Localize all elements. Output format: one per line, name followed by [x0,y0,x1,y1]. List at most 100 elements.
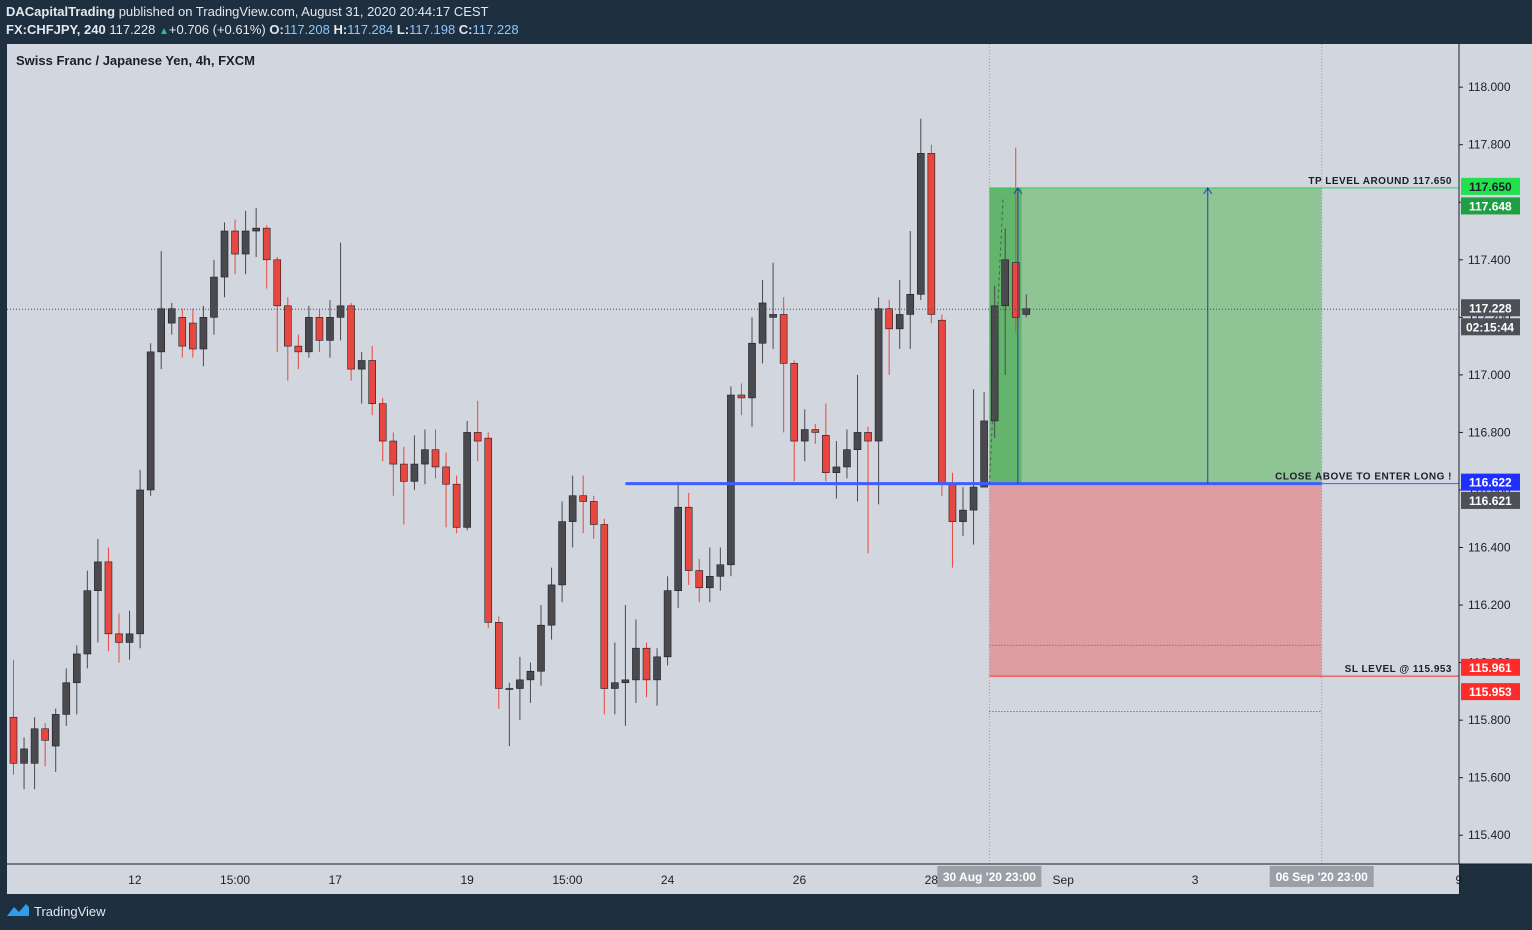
candles [9,118,1031,790]
candle-body [400,463,408,482]
candle [494,616,503,709]
candle [843,429,851,479]
candle [220,222,229,298]
candle-body [62,682,71,715]
candle-body [969,486,978,511]
candle [30,717,39,790]
candle [769,262,777,349]
candle [146,343,155,496]
candle [9,659,18,775]
candle-body [938,319,946,485]
chart-title: Swiss Franc / Japanese Yen, 4h, FXCM [16,53,255,68]
brand-name[interactable]: TradingView [34,904,106,919]
candle-body [959,509,967,522]
published-text: published on TradingView.com, August 31,… [118,4,489,19]
candle [62,668,71,726]
candle [167,302,176,335]
candle [262,225,271,289]
price-tick-label: 117.000 [1468,368,1511,382]
candle [125,610,134,660]
candle-body [305,317,313,353]
candle-body [9,716,18,764]
candle-body [864,432,872,442]
candle-body [653,656,661,681]
price-chart[interactable]: TP LEVEL AROUND 117.650 CLOSE ABOVE TO EN… [0,0,1532,894]
candle-body [494,622,503,689]
time-axis[interactable] [7,864,1459,894]
candle-body [336,305,345,318]
candle [864,426,872,554]
candle-body [579,495,588,502]
candle [400,446,408,525]
price-badge-label: 117.228 [1469,301,1512,315]
candle-body [220,230,229,278]
time-badge-label: 06 Sep '20 23:00 [1276,870,1369,884]
price-tick-label: 117.400 [1468,253,1511,267]
level-annotation: SL LEVEL @ 115.953 [1345,664,1452,675]
candle-body [632,647,640,681]
candle [579,475,588,534]
candle-body [916,153,925,295]
candle [115,613,123,663]
candle-body [790,363,799,442]
candle [885,300,893,375]
candle-body [705,575,714,589]
candle-body [273,259,282,307]
candle-body [167,308,176,324]
publish-info: DACapitalTrading published on TradingVie… [6,4,489,19]
candle [452,475,461,534]
price-axis-badge: 116.622 [1461,473,1520,491]
time-axis-labels: 12 15:00 17 19 15:00 24 26 28 Sep 3 9 30 Aug '20 23… [128,866,1463,887]
candle [421,429,429,485]
candle-body [611,682,619,689]
candle-body [716,564,725,577]
price-tick-label: 115.400 [1468,828,1511,842]
candle-body [241,230,250,255]
candle [210,259,218,335]
price-axis[interactable] [1459,44,1532,864]
candle-body [822,434,830,474]
candle-body [83,590,92,655]
candle-body [980,420,988,488]
candle-body [589,501,598,525]
candle [874,297,883,505]
candle [916,118,925,301]
author-name[interactable]: DACapitalTrading [6,4,116,19]
candle-body [505,688,514,690]
candle [716,547,725,591]
candle [378,397,387,462]
candle [705,547,714,603]
candle [326,300,334,358]
candle [1011,147,1020,332]
time-tick-label: 15:00 [220,873,250,887]
candle-body [231,230,239,255]
candle [895,279,904,349]
candle-body [115,633,123,643]
candle [73,645,81,715]
candle-body [104,561,113,635]
candle-body [473,432,482,442]
candle [473,400,482,462]
candle-body [927,153,936,315]
candle [431,429,440,479]
candle [252,208,260,257]
price-tick-label: 118.000 [1468,80,1511,94]
candle-body [1001,259,1010,307]
price-badge-bg [1461,491,1520,509]
high-value: 117.284 [347,22,394,37]
candle-body [885,308,893,330]
candle-body [210,276,218,318]
candle [199,305,208,367]
time-badge-bg [1269,866,1374,887]
loss-zone [989,483,1322,677]
candle-body [357,360,366,370]
candle-body [568,495,577,522]
overlay-drawings[interactable]: TP LEVEL AROUND 117.650 CLOSE ABOVE TO EN… [7,176,1459,713]
time-tick-label: 19 [460,873,474,887]
position-zones[interactable] [989,187,1322,677]
candle-body [621,679,630,684]
candle [959,487,967,536]
candle [305,305,313,358]
candle-body [853,432,862,450]
symbol-label: FX:CHFJPY, 240 [6,22,106,37]
